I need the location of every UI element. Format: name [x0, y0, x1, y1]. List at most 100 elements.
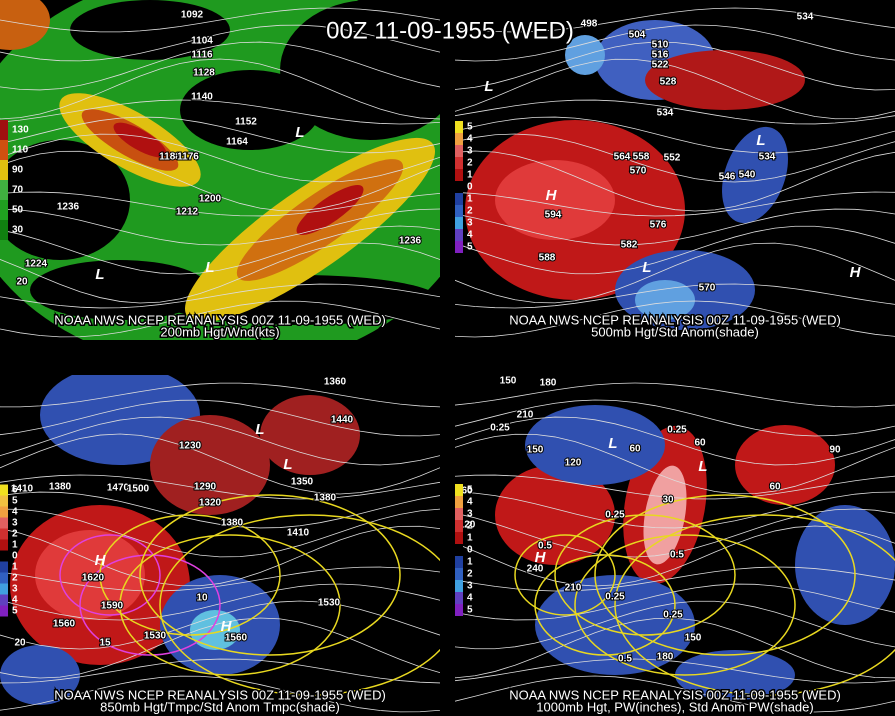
panel-source: NOAA NWS NCEP REANALYSIS 00Z 11-09-1955 …: [509, 687, 841, 702]
pressure-center: L: [283, 456, 292, 473]
scale-label: 5: [12, 606, 18, 617]
contour-line: [455, 382, 895, 408]
shade-area: [150, 415, 270, 515]
scale-label: 1: [12, 562, 18, 573]
contour-label: 534: [759, 152, 776, 163]
contour-label: 1350: [291, 477, 314, 488]
shade-area: [280, 0, 440, 140]
temperature-contour: [159, 514, 440, 696]
scale-label: 2: [12, 573, 18, 584]
contour-label: 1530: [318, 598, 341, 609]
contour-line: [455, 225, 895, 275]
contour-label: 60: [769, 482, 781, 493]
pressure-center: L: [608, 435, 617, 452]
contour-line: [455, 416, 895, 466]
contour-label: 1380: [49, 482, 72, 493]
scale-swatch: [455, 544, 463, 556]
contour-label: 1128: [193, 68, 215, 79]
contour-line: [455, 242, 895, 304]
contour-line: [455, 24, 895, 62]
pressure-center: H: [535, 549, 547, 566]
contour-line: [0, 208, 440, 246]
contour-label: 1230: [179, 441, 202, 452]
shade-area: [643, 465, 687, 565]
shade-area: [495, 465, 615, 565]
contour-label: 546: [719, 172, 736, 183]
scale-swatch: [455, 520, 463, 532]
contour-label: 10: [196, 593, 208, 604]
contour-line: [455, 133, 895, 183]
shade-area: [190, 610, 240, 650]
scale-label: 4: [12, 507, 18, 518]
contour-label: 564: [614, 152, 631, 163]
contour-label: 510: [652, 40, 669, 51]
scale-swatch: [0, 220, 8, 240]
temperature-contour: [574, 534, 796, 676]
scale-swatch: [455, 205, 463, 217]
scale-swatch: [0, 140, 8, 160]
contour-line: [455, 675, 895, 713]
scale-label: 50: [12, 205, 24, 216]
scale-label: 30: [12, 225, 24, 236]
panel-caption: 850mb Hgt/Tmpc/Std Anom Tmpc(shade): [100, 699, 340, 714]
pressure-center: H: [850, 264, 862, 281]
shade-area: [260, 395, 360, 475]
scale-label: 2: [467, 206, 473, 217]
contour-label: 1620: [82, 573, 105, 584]
temperature-contour: [119, 534, 341, 676]
scale-label: 3: [467, 509, 473, 520]
scale-label: 4: [467, 134, 473, 145]
contour-label: 180: [540, 378, 557, 389]
scale-label: 70: [12, 185, 24, 196]
contour-label: 1410: [11, 484, 34, 495]
contour-label: 1188: [159, 152, 181, 163]
scale-swatch: [455, 229, 463, 241]
scale-swatch: [0, 484, 8, 496]
contour-label: 588: [539, 253, 556, 264]
contour-label: 558: [633, 152, 650, 163]
contour-label: 0.25: [490, 423, 510, 434]
contour-label: 570: [630, 166, 647, 177]
contour-label: 1500: [127, 484, 150, 495]
contour-line: [0, 600, 440, 650]
contour-label: 1470: [107, 483, 130, 494]
contour-line: [0, 116, 440, 154]
scale-swatch: [0, 550, 8, 562]
contour-label: 1440: [331, 415, 354, 426]
temperature-contour: [79, 554, 221, 656]
panel-source: NOAA NWS NCEP REANALYSIS 00Z 11-09-1955 …: [54, 687, 386, 702]
panel-caption: 500mb Hgt/Std Anom(shade): [591, 324, 759, 339]
contour-label: 534: [797, 12, 814, 23]
scale-label: 6: [12, 485, 18, 496]
scale-label: 5: [467, 122, 473, 133]
scale-swatch: [0, 495, 8, 507]
scale-swatch: [455, 532, 463, 544]
contour-line: [0, 491, 440, 529]
scale-label: 1: [12, 540, 18, 551]
contour-label: 552: [664, 153, 681, 164]
pressure-center: H: [95, 552, 107, 569]
scale-swatch: [0, 120, 8, 140]
contour-label: 522: [652, 60, 669, 71]
scale-swatch: [455, 157, 463, 169]
contour-line: [0, 399, 440, 437]
scale-swatch: [455, 580, 463, 592]
scale-swatch: [0, 517, 8, 529]
scale-swatch: [455, 496, 463, 508]
contour-label: 120: [565, 458, 582, 469]
contour-line: [0, 300, 440, 338]
contour-line: [455, 58, 895, 120]
contour-label: 210: [517, 410, 534, 421]
contour-label: 498: [581, 19, 598, 30]
contour-line: [455, 116, 895, 154]
contour-line: [455, 658, 895, 684]
contour-line: [455, 99, 895, 125]
contour-line: [0, 41, 440, 91]
temperature-contour: [99, 514, 281, 636]
scale-label: 130: [12, 125, 29, 136]
contour-label: 504: [629, 30, 646, 41]
contour-line: [455, 399, 895, 437]
temperature-contour: [614, 514, 895, 696]
